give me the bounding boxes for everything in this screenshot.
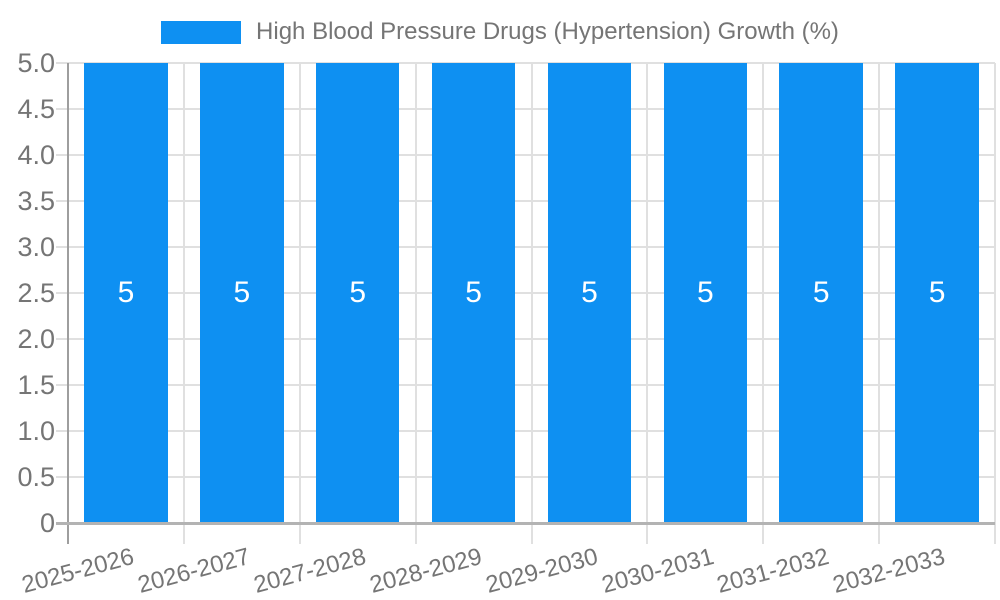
legend: High Blood Pressure Drugs (Hypertension)… (0, 14, 1000, 50)
y-tick-label: 1.5 (17, 370, 55, 400)
bar[interactable] (315, 63, 400, 523)
y-gridline (56, 430, 995, 432)
x-tick-label: 2027-2028 (250, 543, 369, 599)
x-tick-label: 2029-2030 (482, 543, 601, 599)
y-tick-label: 0 (39, 508, 55, 538)
x-tick-label: 2026-2027 (134, 543, 253, 599)
category-gridline (182, 63, 185, 544)
legend-swatch (161, 20, 242, 44)
bar[interactable] (431, 63, 516, 523)
y-gridline (56, 292, 995, 294)
bar-value-label: 5 (696, 276, 714, 309)
x-axis-line (56, 522, 995, 525)
y-tick-label: 2.0 (17, 324, 55, 354)
bar[interactable] (779, 63, 863, 523)
bar-value-label: 5 (117, 276, 135, 309)
x-tick-label: 2028-2029 (366, 543, 485, 599)
y-gridline (56, 108, 995, 110)
category-gridline (646, 63, 649, 544)
category-gridline (414, 63, 417, 544)
y-tick-label: 0.5 (17, 462, 55, 492)
bar[interactable] (895, 63, 979, 523)
legend-label: High Blood Pressure Drugs (Hypertension)… (256, 18, 839, 45)
category-gridline (298, 63, 301, 544)
x-tick-label: 2032-2033 (830, 543, 949, 599)
bar-value-label: 5 (812, 276, 830, 309)
bar-value-label: 5 (349, 276, 367, 309)
y-gridline (56, 154, 995, 156)
bar-value-label: 5 (233, 276, 251, 309)
bar[interactable] (547, 63, 632, 523)
y-tick-label: 2.5 (17, 278, 55, 308)
y-gridline (56, 62, 995, 64)
bar-value-label: 5 (465, 276, 482, 309)
x-tick-label: 2025-2026 (19, 543, 137, 599)
x-tick-label: 2031-2032 (714, 543, 833, 599)
y-tick-label: 3.5 (17, 186, 55, 216)
y-gridline (56, 246, 995, 248)
y-gridline (56, 200, 995, 202)
bar[interactable] (200, 63, 284, 523)
bar-value-label: 5 (928, 276, 946, 309)
y-tick-label: 5.0 (17, 48, 55, 78)
x-tick-label: 2030-2031 (598, 543, 717, 599)
y-tick-label: 3.0 (17, 232, 55, 262)
bar-value-label: 5 (581, 276, 598, 309)
y-gridline (56, 384, 995, 386)
category-gridline (994, 63, 996, 544)
y-gridline (56, 476, 995, 478)
y-tick-label: 4.0 (17, 140, 55, 170)
y-axis-line (67, 63, 69, 544)
category-gridline (878, 63, 881, 544)
bar[interactable] (663, 63, 748, 523)
category-gridline (530, 63, 533, 544)
bar[interactable] (84, 63, 168, 523)
category-gridline (762, 63, 765, 544)
y-gridline (56, 338, 995, 340)
y-tick-label: 1.0 (17, 416, 55, 446)
y-tick-label: 4.5 (17, 94, 55, 124)
